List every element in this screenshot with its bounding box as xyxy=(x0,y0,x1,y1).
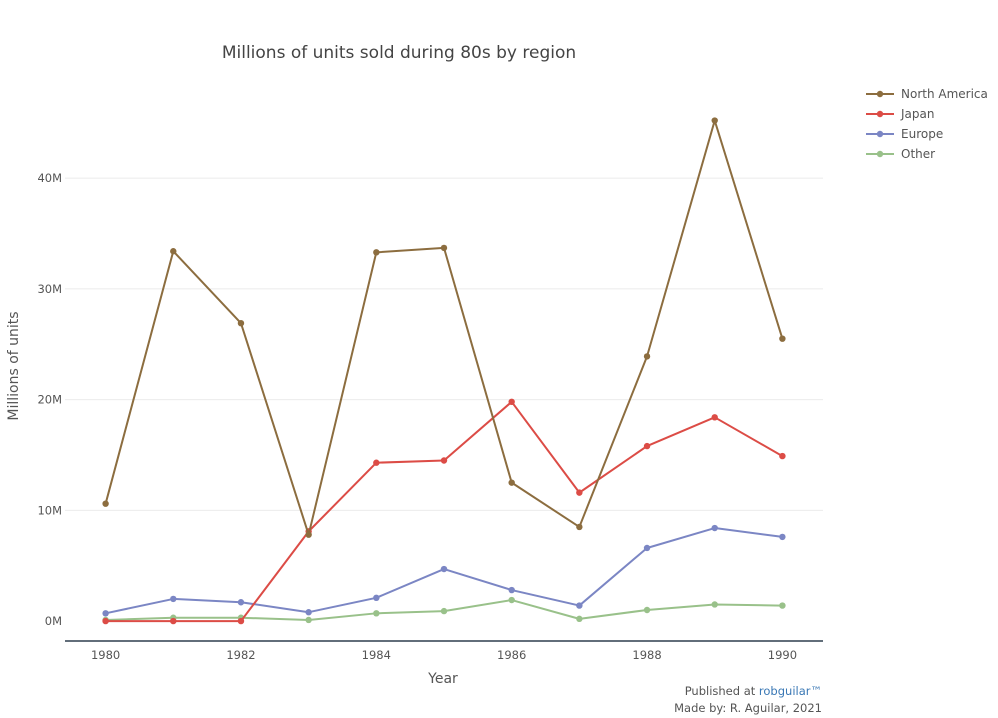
x-tick-label: 1984 xyxy=(362,648,391,662)
data-point-europe[interactable] xyxy=(643,544,651,552)
x-tick-label: 1982 xyxy=(226,648,255,662)
legend-item-japan[interactable]: Japan xyxy=(866,107,934,121)
data-point-north-america[interactable] xyxy=(440,244,448,252)
y-tick-label: 40M xyxy=(37,171,62,185)
data-point-north-america[interactable] xyxy=(373,249,380,256)
data-point-japan[interactable] xyxy=(711,414,718,421)
y-axis-title: Millions of units xyxy=(6,311,22,420)
data-point-other[interactable] xyxy=(711,601,718,608)
x-tick-label: 1988 xyxy=(632,648,661,662)
legend-label: Europe xyxy=(901,127,943,141)
series-japan xyxy=(102,398,786,625)
footer-published-prefix: Published at xyxy=(684,684,759,698)
data-point-north-america[interactable] xyxy=(237,319,245,327)
y-tick-label: 30M xyxy=(37,282,62,296)
x-axis-title: Year xyxy=(427,671,458,687)
data-point-north-america[interactable] xyxy=(576,523,583,531)
legend-swatch-marker xyxy=(876,150,884,158)
axes: 0M 10M 20M 30M 40M 1980 1982 1984 1986 1988 1990 xyxy=(37,171,823,662)
x-tick-label: 1986 xyxy=(497,648,526,662)
legend: North America Japan Europe Other xyxy=(866,87,988,161)
data-point-japan[interactable] xyxy=(102,617,109,625)
data-point-europe[interactable] xyxy=(305,609,312,616)
data-point-europe[interactable] xyxy=(779,533,786,541)
data-point-japan[interactable] xyxy=(779,452,786,460)
legend-swatch-marker xyxy=(876,130,884,138)
data-point-north-america[interactable] xyxy=(305,531,312,538)
data-point-other[interactable] xyxy=(508,596,515,604)
legend-swatch-marker xyxy=(876,110,884,118)
grid-lines xyxy=(65,177,823,511)
data-point-europe[interactable] xyxy=(440,565,448,573)
data-point-north-america[interactable] xyxy=(170,248,177,255)
series-layer xyxy=(102,117,786,625)
legend-label: Other xyxy=(901,147,935,161)
data-point-other[interactable] xyxy=(305,616,312,624)
x-tick-label: 1980 xyxy=(91,648,120,662)
data-point-other[interactable] xyxy=(779,602,786,609)
y-tick-label: 20M xyxy=(37,393,62,407)
series-other xyxy=(102,596,786,624)
data-point-japan[interactable] xyxy=(440,457,448,464)
legend-item-other[interactable]: Other xyxy=(866,147,935,161)
series-north-america xyxy=(102,117,786,538)
data-point-north-america[interactable] xyxy=(779,335,786,342)
data-point-europe[interactable] xyxy=(576,602,583,609)
data-point-north-america[interactable] xyxy=(508,479,515,486)
data-point-europe[interactable] xyxy=(508,586,515,594)
data-point-europe[interactable] xyxy=(711,524,718,532)
data-point-japan[interactable] xyxy=(508,398,515,406)
footer-link[interactable]: robguilar™ xyxy=(758,684,822,698)
data-point-europe[interactable] xyxy=(237,599,245,606)
data-point-europe[interactable] xyxy=(170,595,177,603)
chart-title: Millions of units sold during 80s by reg… xyxy=(222,43,576,63)
footer-published: Published at robguilar™ xyxy=(685,684,822,698)
series-europe xyxy=(102,524,786,617)
data-point-other[interactable] xyxy=(643,606,651,614)
data-point-europe[interactable] xyxy=(373,594,380,602)
y-tick-label: 10M xyxy=(37,503,62,517)
legend-item-europe[interactable]: Europe xyxy=(866,127,943,141)
y-tick-label: 0M xyxy=(45,614,62,628)
data-point-japan[interactable] xyxy=(643,442,651,450)
legend-label: Japan xyxy=(900,107,934,121)
footer-made-by: Made by: R. Aguilar, 2021 xyxy=(674,701,822,715)
legend-swatch-marker xyxy=(876,90,884,98)
data-point-japan[interactable] xyxy=(237,617,245,625)
x-tick-label: 1990 xyxy=(768,648,797,662)
series-line-north-america xyxy=(104,119,784,536)
data-point-north-america[interactable] xyxy=(643,353,651,360)
legend-item-north-america[interactable]: North America xyxy=(866,87,988,101)
data-point-other[interactable] xyxy=(440,607,448,615)
data-point-other[interactable] xyxy=(373,610,380,617)
data-point-europe[interactable] xyxy=(102,610,109,617)
data-point-north-america[interactable] xyxy=(102,500,109,507)
data-point-north-america[interactable] xyxy=(711,117,718,124)
series-line-japan xyxy=(105,400,783,623)
legend-label: North America xyxy=(901,87,988,101)
data-point-japan[interactable] xyxy=(576,489,583,496)
data-point-japan[interactable] xyxy=(170,617,177,625)
data-point-japan[interactable] xyxy=(373,459,380,466)
data-point-other[interactable] xyxy=(576,615,583,623)
